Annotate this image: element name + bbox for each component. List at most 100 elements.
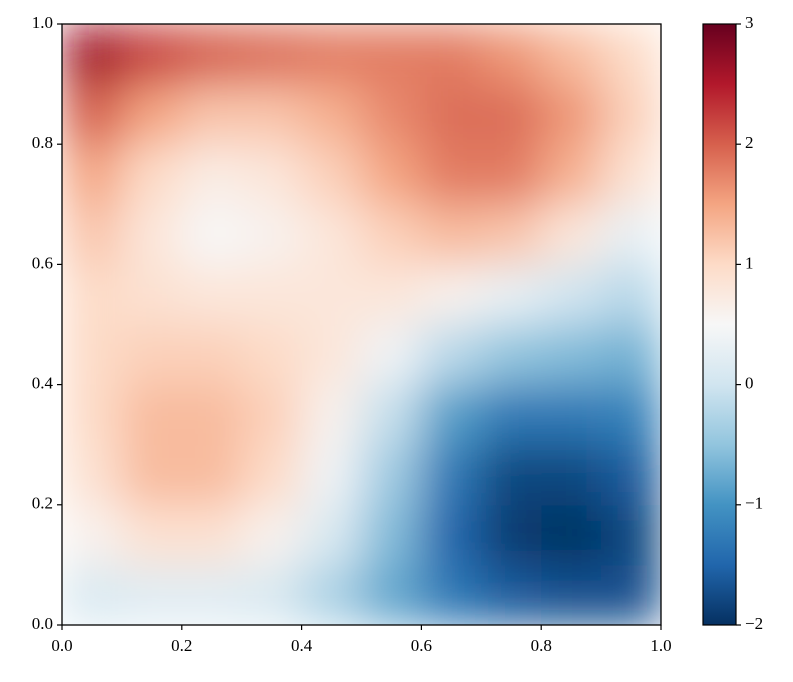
x-tick-label: 0.0 xyxy=(51,636,72,655)
heatmap-cell xyxy=(301,24,362,85)
heatmap-cell xyxy=(601,384,661,446)
heatmap-cell xyxy=(361,504,422,566)
colorbar-tick-label: 1 xyxy=(745,253,754,272)
heatmap-cell xyxy=(601,324,661,386)
heatmap-cell xyxy=(181,204,243,265)
heatmap-cell xyxy=(301,384,362,446)
colorbar-tick-label: −2 xyxy=(745,614,763,633)
heatmap-cell xyxy=(301,264,362,325)
heatmap-cell xyxy=(481,264,542,325)
heatmap-cell xyxy=(301,204,362,265)
colorbar-tick-label: 0 xyxy=(745,374,754,393)
heatmap-cell xyxy=(62,84,123,145)
heatmap-cell xyxy=(421,204,482,265)
heatmap-cell xyxy=(541,564,602,625)
heatmap-cell xyxy=(541,144,602,205)
heatmap-cell xyxy=(62,444,123,506)
heatmap-cell xyxy=(121,564,183,625)
heatmap-cell xyxy=(181,144,243,205)
heatmap-cell xyxy=(241,384,303,446)
heatmap-cell xyxy=(601,24,661,85)
y-tick-label: 0.0 xyxy=(32,614,53,633)
heatmap-cell xyxy=(121,324,183,386)
heatmap-cell xyxy=(181,384,243,446)
heatmap-cell xyxy=(421,564,482,625)
heatmap-cell xyxy=(62,264,123,325)
heatmap-cell xyxy=(481,444,542,506)
heatmap-cell xyxy=(62,504,123,566)
x-tick-label: 0.8 xyxy=(531,636,552,655)
colorbar xyxy=(702,23,737,626)
heatmap-cell xyxy=(62,144,123,205)
heatmap-cell xyxy=(601,84,661,145)
heatmap-cell xyxy=(601,204,661,265)
heatmap-cell xyxy=(241,444,303,506)
heatmap-cell xyxy=(121,264,183,325)
x-tick-label: 0.2 xyxy=(171,636,192,655)
heatmap-cell xyxy=(121,384,183,446)
heatmap-cell xyxy=(481,84,542,145)
y-tick-label: 1.0 xyxy=(32,13,53,32)
heatmap-cell xyxy=(421,264,482,325)
heatmap-cell xyxy=(361,84,422,145)
heatmap-cell xyxy=(601,444,661,506)
heatmap-cell xyxy=(481,564,542,625)
heatmap xyxy=(62,24,661,625)
heatmap-cell xyxy=(421,144,482,205)
heatmap-cell xyxy=(181,504,243,566)
heatmap-cell xyxy=(481,324,542,386)
heatmap-cell xyxy=(62,324,123,386)
heatmap-cell xyxy=(601,564,661,625)
y-tick-label: 0.8 xyxy=(32,133,53,152)
heatmap-cell xyxy=(241,264,303,325)
heatmap-cell xyxy=(301,84,362,145)
heatmap-cell xyxy=(361,324,422,386)
colorbar-tick-label: 3 xyxy=(745,13,754,32)
heatmap-cell xyxy=(241,324,303,386)
heatmap-cell xyxy=(121,84,183,145)
heatmap-cell xyxy=(481,144,542,205)
heatmap-cell xyxy=(301,444,362,506)
heatmap-cell xyxy=(301,144,362,205)
heatmap-cell xyxy=(181,84,243,145)
heatmap-cell xyxy=(421,444,482,506)
heatmap-cell xyxy=(301,564,362,625)
heatmap-cell xyxy=(241,144,303,205)
y-tick-label: 0.6 xyxy=(32,253,53,272)
plot-area xyxy=(62,24,661,625)
heatmap-cell xyxy=(481,384,542,446)
heatmap-cell xyxy=(241,504,303,566)
heatmap-cell xyxy=(541,384,602,446)
heatmap-cell xyxy=(481,204,542,265)
heatmap-cell xyxy=(361,204,422,265)
heatmap-cell xyxy=(361,264,422,325)
heatmap-cell xyxy=(361,444,422,506)
heatmap-cell xyxy=(241,204,303,265)
heatmap-cell xyxy=(421,504,482,566)
heatmap-cell xyxy=(421,384,482,446)
heatmap-cell xyxy=(241,24,303,85)
heatmap-cell xyxy=(541,444,602,506)
heatmap-cell xyxy=(62,384,123,446)
heatmap-cell xyxy=(541,204,602,265)
heatmap-cell xyxy=(361,564,422,625)
heatmap-cell xyxy=(62,24,123,85)
y-tick-label: 0.2 xyxy=(32,494,53,513)
heatmap-cell xyxy=(601,504,661,566)
heatmap-cell xyxy=(481,24,542,85)
heatmap-cell xyxy=(181,444,243,506)
colorbar-tick-label: −1 xyxy=(745,494,763,513)
heatmap-cell xyxy=(121,24,183,85)
heatmap-cell xyxy=(541,504,602,566)
heatmap-cell xyxy=(62,564,123,625)
heatmap-cell xyxy=(62,204,123,265)
x-tick-label: 1.0 xyxy=(650,636,671,655)
heatmap-cell xyxy=(181,564,243,625)
x-tick-label: 0.4 xyxy=(291,636,313,655)
heatmap-cell xyxy=(181,324,243,386)
heatmap-cell xyxy=(361,384,422,446)
heatmap-cell xyxy=(541,84,602,145)
heatmap-cell xyxy=(601,264,661,325)
heatmap-cell xyxy=(121,504,183,566)
